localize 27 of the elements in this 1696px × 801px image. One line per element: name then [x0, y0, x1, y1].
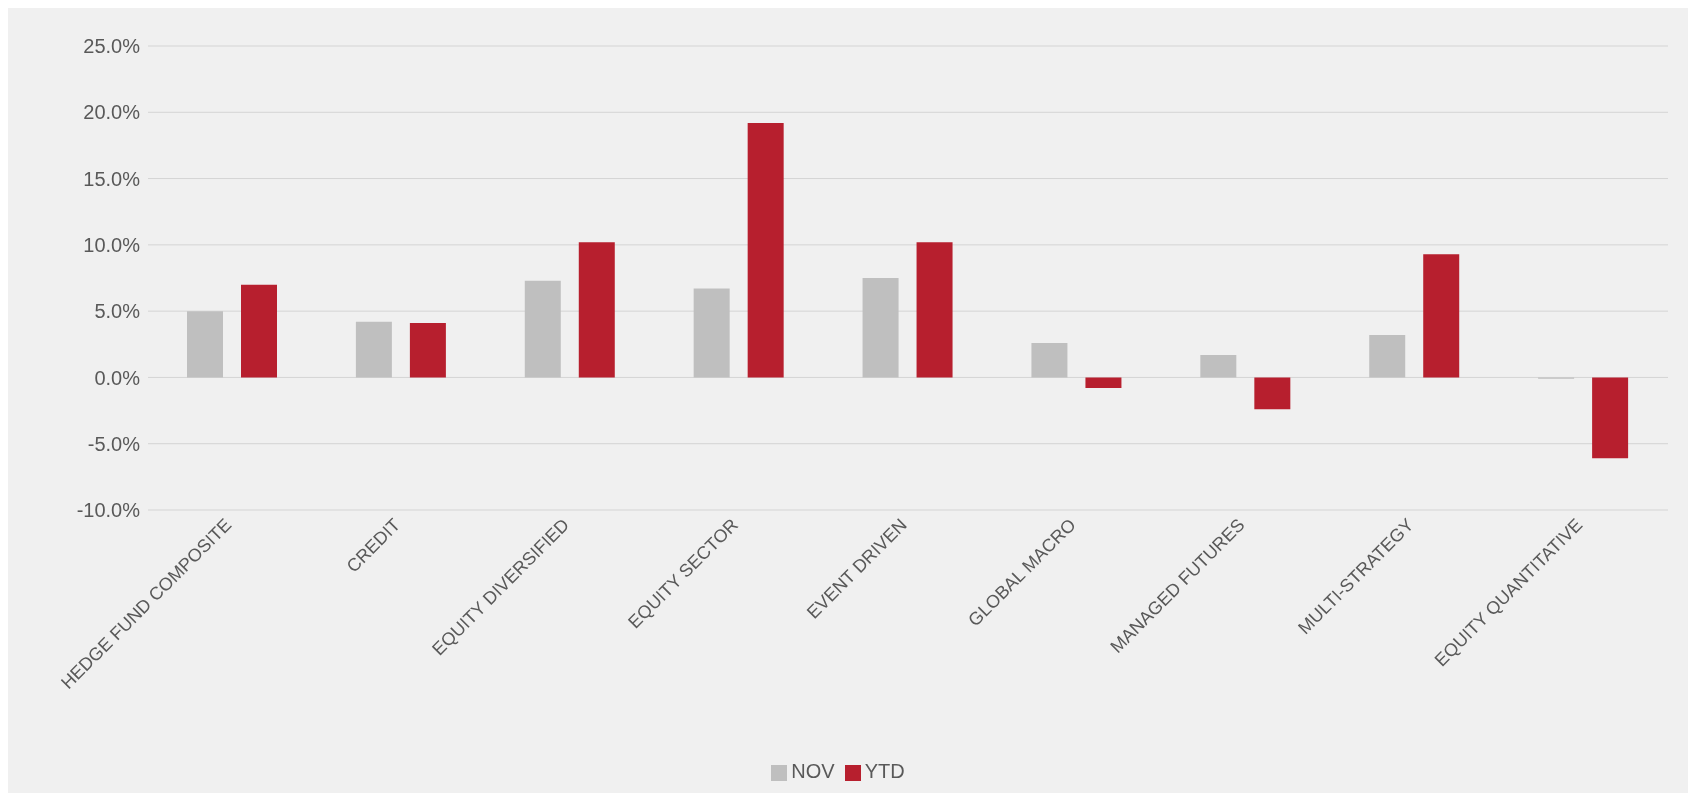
y-tick-label: 10.0% [83, 233, 141, 256]
bar [1200, 354, 1237, 378]
bar [1592, 377, 1629, 459]
bar [1369, 335, 1406, 378]
bar [1031, 342, 1068, 378]
y-tick-label: 20.0% [83, 101, 141, 124]
bar [916, 242, 953, 378]
y-tick-label: 15.0% [83, 167, 141, 190]
bar [578, 242, 615, 378]
bar [355, 321, 392, 378]
bar [1423, 254, 1460, 378]
y-tick-label: -5.0% [87, 432, 141, 455]
y-tick-label: 5.0% [94, 300, 141, 323]
legend-label: YTD [864, 760, 905, 782]
bar [524, 280, 561, 378]
legend-label: NOV [791, 760, 835, 782]
y-tick-label: -10.0% [76, 499, 141, 522]
bar [693, 288, 730, 378]
bar [187, 311, 223, 378]
bar [862, 278, 899, 378]
bar [241, 284, 277, 378]
bar [747, 122, 784, 378]
bar [1085, 377, 1122, 389]
bar [1254, 377, 1291, 410]
bar [409, 323, 446, 378]
y-tick-label: 25.0% [83, 35, 141, 58]
y-tick-label: 0.0% [94, 366, 141, 389]
